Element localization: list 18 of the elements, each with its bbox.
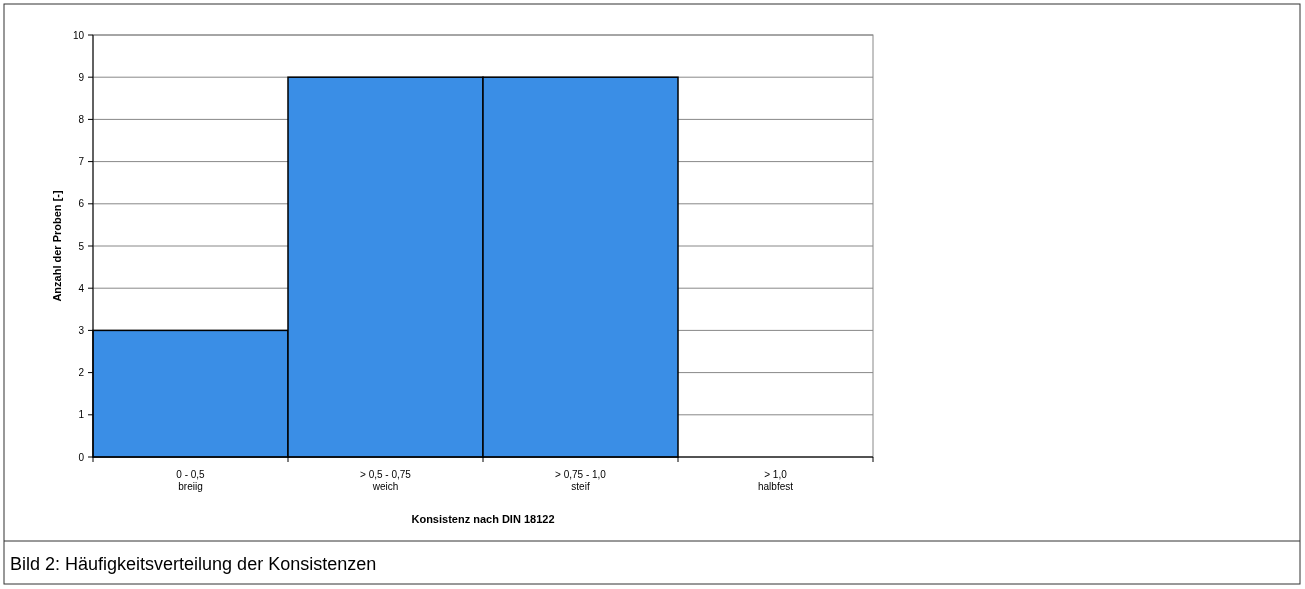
y-tick-label: 3	[78, 324, 85, 336]
y-tick-label: 8	[78, 113, 85, 125]
y-tick-label: 5	[78, 240, 85, 252]
y-tick-label: 10	[72, 29, 85, 41]
y-tick-label: 0	[78, 451, 85, 463]
x-tick-label: 0 - 0,5 breiig	[176, 469, 206, 492]
y-tick-label: 9	[78, 71, 85, 83]
text: Bild 2: Häufigkeitsverteilung der Konsistenzen	[10, 554, 377, 574]
x-tick-label: > 0,5 - 0,75 weich	[360, 469, 412, 492]
x-axis-title: Konsistenz nach DIN 18122	[411, 513, 555, 525]
y-tick-label: 7	[78, 156, 85, 168]
y-tick-label: 6	[78, 198, 85, 210]
x-tick-label: > 0,75 - 1,0 steif	[555, 469, 607, 492]
y-tick-label: 1	[78, 409, 85, 421]
x-tick-label: > 1,0 halbfest	[757, 469, 794, 492]
y-axis-title: Anzahl der Proben [-]	[51, 190, 63, 302]
y-tick-label: 4	[78, 282, 85, 294]
y-tick-label: 2	[78, 367, 85, 379]
